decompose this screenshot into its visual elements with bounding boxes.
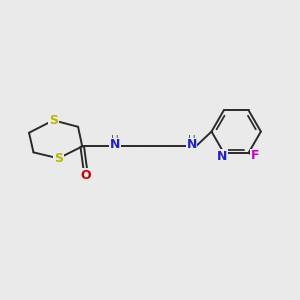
Text: H: H [188, 135, 196, 145]
Text: N: N [217, 150, 228, 163]
Text: N: N [110, 138, 120, 152]
Text: H: H [111, 135, 119, 145]
Text: S: S [49, 114, 58, 127]
Text: O: O [80, 169, 91, 182]
Text: F: F [251, 149, 259, 162]
Text: S: S [54, 152, 63, 165]
Text: N: N [186, 138, 197, 152]
